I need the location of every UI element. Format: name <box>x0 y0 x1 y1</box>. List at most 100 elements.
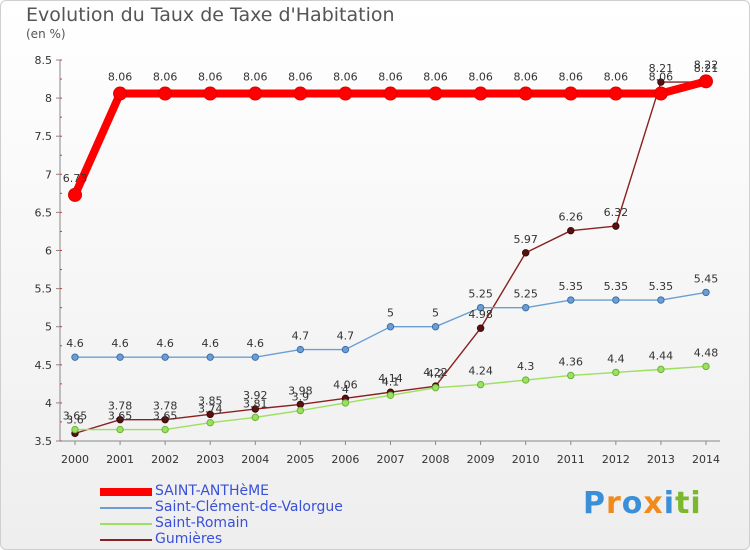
data-label: 4.44 <box>649 349 674 362</box>
series-point-2 <box>251 413 259 422</box>
series-point-1 <box>251 353 259 361</box>
proxiti-logo: Proxiti <box>583 486 702 521</box>
series-point-2 <box>567 371 575 380</box>
series-point-0 <box>113 86 128 101</box>
y-tick-label: 5.5 <box>35 283 53 296</box>
logo-letter: o <box>621 486 644 521</box>
x-tick-label: 2006 <box>331 453 359 466</box>
data-label: 4.6 <box>111 337 129 350</box>
y-tick-label: 8 <box>45 92 52 105</box>
series-point-1 <box>476 303 485 312</box>
data-label: 4.7 <box>337 330 355 343</box>
series-point-1 <box>116 353 124 361</box>
x-tick-label: 2000 <box>61 453 89 466</box>
data-label: 4.6 <box>247 337 265 350</box>
data-label: 5.25 <box>468 288 493 301</box>
x-tick-label: 2004 <box>241 453 269 466</box>
series-point-2 <box>341 399 350 407</box>
legend-label: Saint-Clément-de-Valorgue <box>155 499 343 515</box>
series-point-3 <box>161 415 169 424</box>
series-point-3 <box>657 78 665 86</box>
x-tick-label: 2001 <box>106 453 134 466</box>
series-point-1 <box>612 296 620 304</box>
series-point-0 <box>248 86 263 101</box>
series-point-0 <box>473 86 488 101</box>
data-label: 8.06 <box>423 71 448 84</box>
series-point-3 <box>476 324 485 332</box>
series-point-3 <box>251 405 259 413</box>
series-point-2 <box>431 383 440 392</box>
data-label: 4.6 <box>201 337 219 350</box>
data-label: 4.4 <box>607 352 625 365</box>
data-label: 3.78 <box>108 400 133 413</box>
data-label: 8.06 <box>243 71 268 84</box>
y-tick-label: 7.5 <box>35 130 53 143</box>
series-point-2 <box>476 380 485 389</box>
y-tick-label: 4.5 <box>35 359 53 372</box>
series-point-3 <box>116 415 124 424</box>
series-point-1 <box>161 353 169 361</box>
x-tick-label: 2014 <box>692 453 720 466</box>
data-label: 3.74 <box>198 403 223 416</box>
x-tick-label: 2003 <box>196 453 224 466</box>
data-label: 4.1 <box>382 375 400 388</box>
series-point-2 <box>702 362 710 371</box>
data-label: 5 <box>387 307 394 320</box>
data-label: 8.06 <box>468 71 493 84</box>
series-point-0 <box>698 74 713 89</box>
data-label: 8.06 <box>333 71 358 84</box>
logo-letter: i <box>690 486 702 521</box>
data-label: 4.6 <box>66 337 84 350</box>
data-label: 3.65 <box>63 410 88 423</box>
y-tick-label: 5 <box>45 321 52 334</box>
series-point-3 <box>522 249 530 257</box>
chart-title: Evolution du Taux de Taxe d'Habitation <box>26 4 395 26</box>
data-label: 8.06 <box>198 71 223 84</box>
legend-label: Saint-Romain <box>155 515 249 531</box>
legend-label: Gumières <box>155 531 223 547</box>
data-label: 8.21 <box>694 62 719 75</box>
series-point-2 <box>522 376 530 384</box>
y-tick-label: 3.5 <box>35 435 53 448</box>
data-label: 3.81 <box>243 397 268 410</box>
series-point-2 <box>657 365 665 374</box>
data-label: 8.06 <box>153 71 178 84</box>
series-point-3 <box>567 226 575 235</box>
series-point-0 <box>563 86 578 101</box>
data-label: 4.24 <box>468 365 493 378</box>
chart-unit: (en %) <box>26 27 66 41</box>
data-label: 3.9 <box>292 391 310 404</box>
series-point-0 <box>608 86 623 101</box>
data-label: 4.2 <box>427 368 445 381</box>
data-label: 3.65 <box>108 410 133 423</box>
logo-letter: i <box>663 486 676 521</box>
series-point-0 <box>428 86 443 101</box>
series-point-1 <box>386 323 395 331</box>
series-point-1 <box>206 353 214 361</box>
series-point-2 <box>71 425 79 434</box>
data-label: 3.92 <box>243 389 268 402</box>
series-point-2 <box>206 419 214 427</box>
series-point-1 <box>567 296 575 304</box>
legend-swatch <box>100 539 152 541</box>
data-label: 4.36 <box>559 355 584 368</box>
series-point-2 <box>116 425 124 434</box>
data-label: 4.6 <box>156 337 174 350</box>
series-point-1 <box>296 345 305 354</box>
series-point-0 <box>68 187 82 202</box>
x-tick-label: 2010 <box>512 453 540 466</box>
y-tick-label: 7 <box>45 168 52 181</box>
y-tick-label: 6.5 <box>35 206 53 219</box>
data-label: 5.45 <box>694 272 719 285</box>
y-tick-label: 6 <box>45 245 52 258</box>
series-point-0 <box>518 86 533 101</box>
series-point-0 <box>338 86 353 101</box>
data-label: 8.06 <box>649 71 674 84</box>
series-point-0 <box>203 86 218 101</box>
data-label: 6.32 <box>604 206 629 219</box>
data-label: 6.73 <box>63 172 88 185</box>
x-tick-label: 2007 <box>376 453 404 466</box>
data-label: 3.98 <box>288 384 313 397</box>
series-point-3 <box>612 222 620 230</box>
series-point-2 <box>612 368 620 377</box>
